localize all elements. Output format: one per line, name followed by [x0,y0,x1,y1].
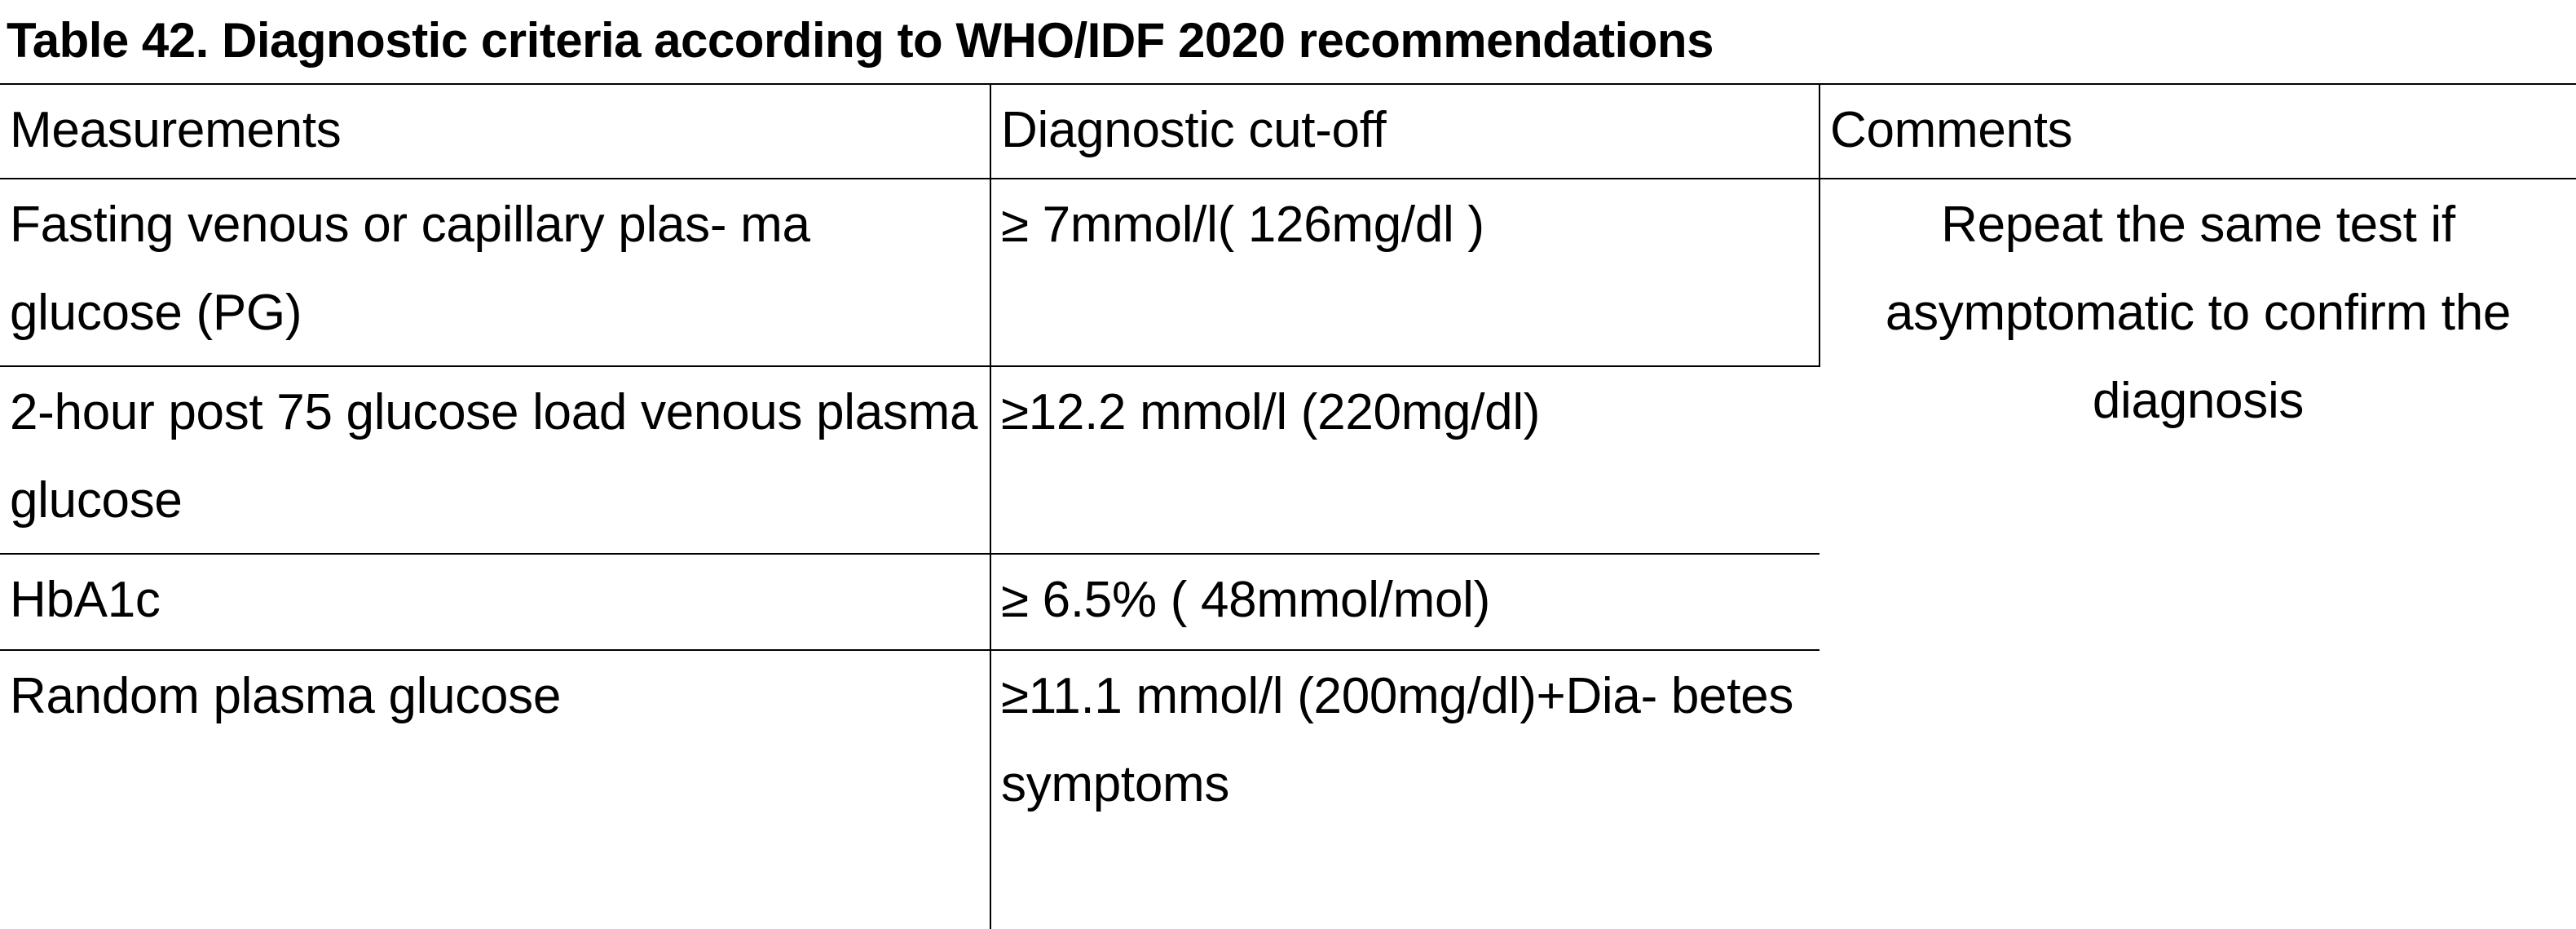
table-title: Table 42. Diagnostic criteria according … [7,13,1714,68]
column-header-measurements: Measurements [0,83,991,179]
table-header-row: Measurements Diagnostic cut-off Comments [0,83,2576,179]
measurement-cell: Fasting venous or capillary plas- ma glu… [0,178,991,367]
comments-cell: Repeat the same test if asymptomatic to … [1820,178,2576,929]
table-row: 2-hour post 75 glucose load venous plasm… [0,365,2576,555]
cutoff-cell: ≥ 7mmol/l( 126mg/dl ) [990,178,1820,367]
cutoff-cell: ≥12.2 mmol/l (220mg/dl) [990,365,1820,555]
measurement-cell: Random plasma glucose [0,649,991,929]
table-row: HbA1c ≥ 6.5% ( 48mmol/mol) [0,553,2576,651]
column-header-diagnostic-cutoff: Diagnostic cut-off [990,83,1820,179]
cutoff-cell: ≥ 6.5% ( 48mmol/mol) [990,553,1820,651]
table-row: Fasting venous or capillary plas- ma glu… [0,178,2576,929]
measurement-cell: HbA1c [0,553,991,651]
table-row: Random plasma glucose ≥11.1 mmol/l (200m… [0,649,2576,929]
diagnostic-criteria-table: Measurements Diagnostic cut-off Comments… [0,83,2576,929]
column-header-comments: Comments [1820,83,2576,179]
cutoff-cell: ≥11.1 mmol/l (200mg/dl)+Dia- betes sympt… [990,649,1820,929]
measurement-cell: 2-hour post 75 glucose load venous plasm… [0,365,991,555]
